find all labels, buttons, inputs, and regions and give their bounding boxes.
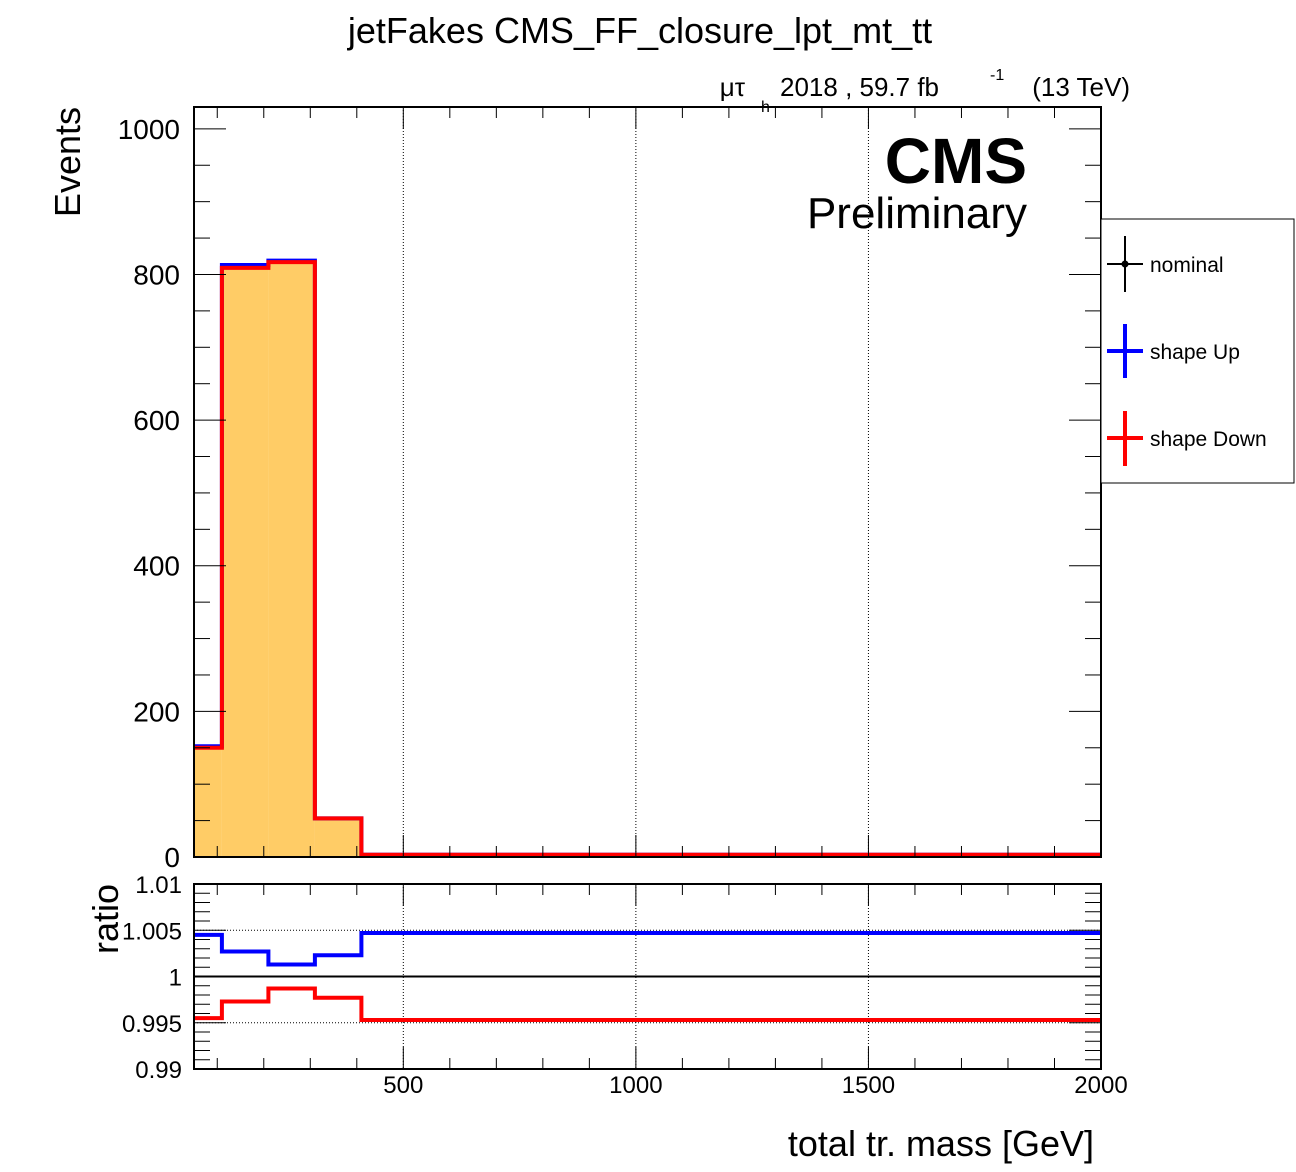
ratio-ticks	[194, 883, 1102, 1070]
ratio-y-tick-label-0.995: 0.995	[122, 1011, 182, 1038]
energy-label: (13 TeV)	[1032, 72, 1130, 102]
ratio-y-axis-label: ratio	[85, 884, 126, 954]
ratio-panel: 0.99 0.995 1 1.005 1.01 500 1000 1500 2000	[122, 872, 1128, 1099]
nominal-bin-3	[314, 818, 362, 857]
histogram-lines	[194, 258, 1101, 857]
y-tick-label-200: 200	[133, 696, 180, 727]
ratio-y-tick-label-0.99: 0.99	[135, 1057, 182, 1084]
ratio-line-shape-up	[194, 931, 1101, 967]
nominal-fill	[194, 261, 1101, 858]
nominal-bin-1	[221, 266, 269, 857]
nominal-bin-0	[194, 747, 222, 857]
ratio-lines	[194, 931, 1101, 1022]
legend-up-label: shape Up	[1150, 341, 1240, 364]
legend-nominal-label: nominal	[1150, 254, 1224, 277]
main-grid	[402, 107, 869, 857]
ratio-y-tick-label-1.01: 1.01	[135, 872, 182, 899]
x-tick-label-1500: 1500	[842, 1072, 895, 1099]
ratio-line-shape-down	[194, 986, 1101, 1022]
main-y-tick-labels: 0 200 400 600 800 1000	[118, 114, 180, 873]
x-axis-label: total tr. mass [GeV]	[788, 1123, 1094, 1164]
y-tick-label-0: 0	[164, 842, 180, 873]
lumi-exponent: -1	[990, 67, 1004, 84]
channel-label: μτ	[720, 72, 746, 102]
x-tick-labels: 500 1000 1500 2000	[383, 1072, 1127, 1099]
nominal-bin-2	[268, 261, 315, 858]
cms-label: CMS	[885, 125, 1027, 197]
legend: nominal shape Up shape Down	[1100, 218, 1295, 484]
line-shape-down	[194, 260, 1101, 857]
ratio-y-tick-label-1.005: 1.005	[122, 918, 182, 945]
x-tick-label-2000: 2000	[1074, 1072, 1127, 1099]
y-axis-label: Events	[47, 107, 88, 217]
y-tick-label-400: 400	[133, 551, 180, 582]
main-ticks	[194, 107, 1102, 858]
x-tick-label-1000: 1000	[609, 1072, 662, 1099]
legend-nominal-dot	[1121, 260, 1129, 268]
ratio-y-tick-labels: 0.99 0.995 1 1.005 1.01	[122, 872, 182, 1084]
main-panel: 0 200 400 600 800 1000	[118, 106, 1102, 873]
ratio-y-tick-label-1: 1	[169, 965, 182, 992]
line-shape-up	[194, 258, 1101, 857]
lumi-label: 2018 , 59.7 fb	[780, 72, 939, 102]
y-tick-label-600: 600	[133, 405, 180, 436]
x-tick-label-500: 500	[383, 1072, 423, 1099]
legend-down-label: shape Down	[1150, 428, 1267, 451]
y-tick-label-800: 800	[133, 259, 180, 290]
y-tick-label-1000: 1000	[118, 114, 180, 145]
ratio-grid	[194, 884, 1101, 1069]
preliminary-label: Preliminary	[807, 189, 1027, 238]
chart-title: jetFakes CMS_FF_closure_lpt_mt_tt	[347, 10, 932, 51]
